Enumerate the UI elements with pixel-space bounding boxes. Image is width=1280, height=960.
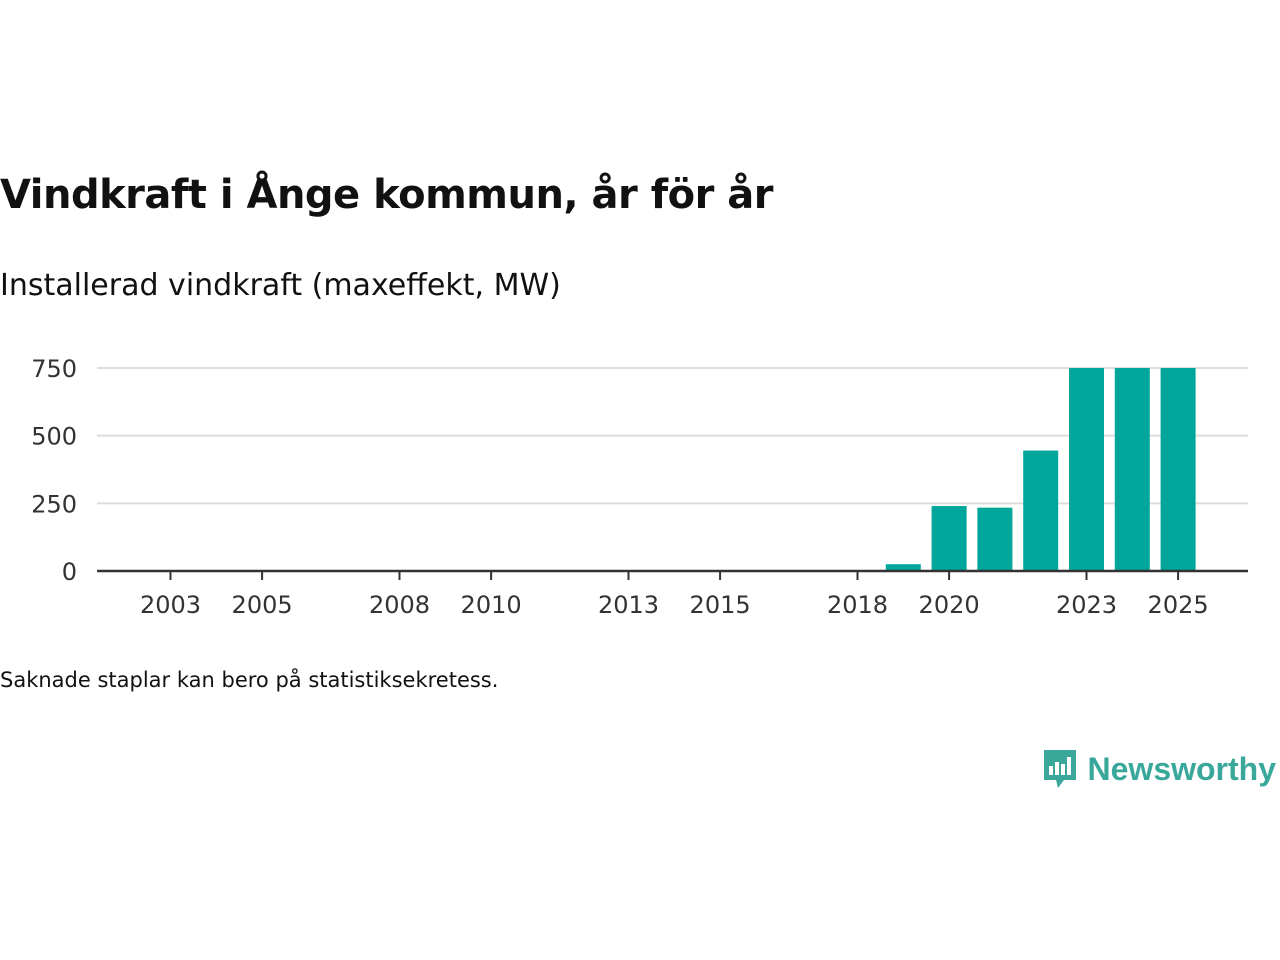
x-tick-label-2008: 2008	[369, 591, 430, 619]
brand-logo[interactable]: Newsworthy	[1042, 748, 1276, 790]
bar-2019	[885, 564, 921, 571]
bar-chart: 0 250 500 750 2003 2005 2008 2010 2013 2015 2018 20…	[31, 355, 1248, 619]
x-tick-label-2005: 2005	[232, 591, 293, 619]
bar-2022	[1023, 450, 1059, 571]
x-tick-label-2015: 2015	[690, 591, 751, 619]
y-tick-label-500: 500	[31, 423, 77, 451]
y-tick-label-250: 250	[31, 490, 77, 518]
chart-title: Vindkraft i Ånge kommun, år för år	[0, 172, 773, 218]
y-tick-label-0: 0	[62, 558, 77, 586]
chart-subtitle: Installerad vindkraft (maxeffekt, MW)	[0, 268, 561, 303]
x-tick-label-2025: 2025	[1148, 591, 1209, 619]
bar-2024	[1114, 368, 1150, 571]
bar-2020	[931, 506, 967, 571]
x-tick-label-2023: 2023	[1056, 591, 1117, 619]
bar-2021	[977, 507, 1013, 571]
x-tick-label-2010: 2010	[461, 591, 522, 619]
y-tick-label-750: 750	[31, 355, 77, 383]
x-tick-label-2003: 2003	[140, 591, 201, 619]
x-tick-label-2020: 2020	[919, 591, 980, 619]
newsworthy-logo-icon	[1043, 750, 1076, 788]
brand-name: Newsworthy	[1087, 750, 1276, 787]
x-tick-label-2013: 2013	[598, 591, 659, 619]
footnote: Saknade staplar kan bero på statistiksek…	[0, 668, 499, 692]
bar-2023	[1069, 368, 1104, 571]
x-tick-label-2018: 2018	[827, 591, 888, 619]
bar-2025	[1160, 368, 1196, 571]
